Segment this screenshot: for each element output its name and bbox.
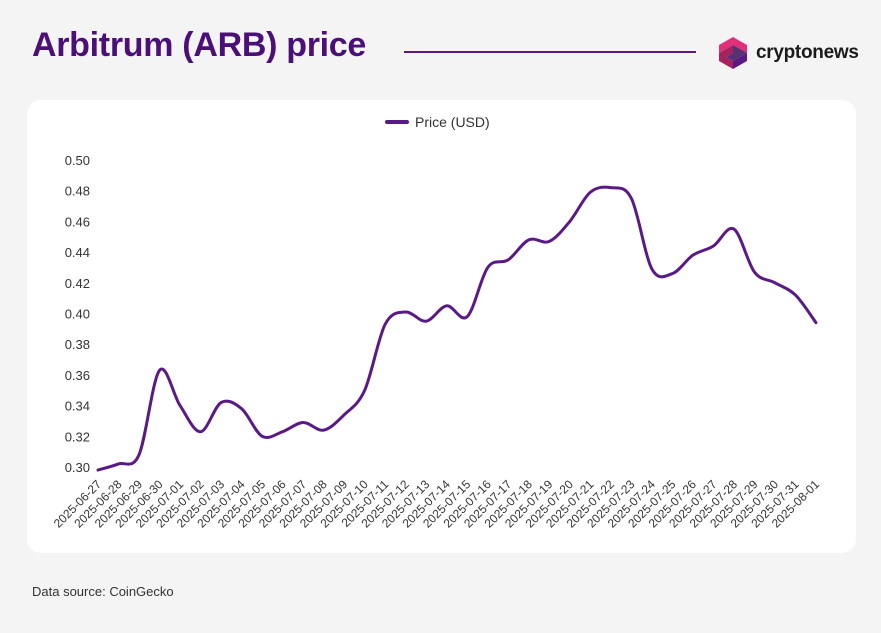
data-point [321, 427, 327, 433]
data-point [362, 387, 368, 393]
y-tick-label: 0.48 [65, 184, 90, 199]
data-point [505, 257, 511, 263]
data-point [526, 237, 532, 243]
data-point [403, 309, 409, 315]
y-tick-label: 0.38 [65, 337, 90, 352]
data-point [136, 452, 142, 458]
data-point [813, 320, 819, 326]
data-point [300, 419, 306, 425]
data-point [259, 433, 265, 439]
data-point [546, 238, 552, 244]
y-tick-label: 0.50 [65, 153, 90, 168]
data-point [649, 266, 655, 272]
data-point [567, 218, 573, 224]
price-chart: Price (USD) 0.30 0.32 0.34 0.36 0.38 0.40 0.42… [51, 114, 823, 531]
data-point [444, 303, 450, 309]
chart-card: Price (USD) 0.30 0.32 0.34 0.36 0.38 0.40 0.42… [27, 100, 856, 553]
data-point [710, 243, 716, 249]
data-point [485, 264, 491, 270]
y-tick-label: 0.46 [65, 214, 90, 229]
data-point [464, 314, 470, 320]
brand-name: cryptonews [756, 42, 859, 63]
data-point [772, 280, 778, 286]
y-tick-label: 0.30 [65, 460, 90, 475]
cryptonews-logo-icon [719, 37, 747, 69]
page-title: Arbitrum (ARB) price [32, 26, 367, 64]
legend-label: Price (USD) [415, 114, 490, 130]
data-point [751, 269, 757, 275]
data-point [239, 406, 245, 412]
chart-legend: Price (USD) [385, 114, 490, 130]
data-point [382, 321, 388, 327]
data-point [608, 185, 614, 191]
data-point [423, 318, 429, 324]
data-point [690, 252, 696, 258]
y-tick-label: 0.36 [65, 368, 90, 383]
brand-logo: cryptonews [716, 36, 859, 70]
data-point [218, 400, 224, 406]
data-source: Data source: CoinGecko [32, 584, 174, 599]
price-line [96, 185, 818, 472]
data-point [669, 271, 675, 277]
title-divider [404, 51, 696, 53]
data-point [792, 292, 798, 298]
y-tick-label: 0.34 [65, 399, 90, 414]
data-point [157, 367, 163, 373]
data-point [587, 189, 593, 195]
y-tick-label: 0.32 [65, 429, 90, 444]
data-point [280, 429, 286, 435]
data-point [731, 226, 737, 232]
data-point [177, 403, 183, 409]
data-point [95, 467, 101, 473]
y-tick-label: 0.40 [65, 307, 90, 322]
x-axis: 2025-06-272025-06-282025-06-292025-06-30… [51, 477, 823, 531]
y-tick-label: 0.44 [65, 245, 90, 260]
y-tick-label: 0.42 [65, 276, 90, 291]
data-point [628, 195, 634, 201]
y-axis: 0.30 0.32 0.34 0.36 0.38 0.40 0.42 0.44 0.46 0.48… [65, 153, 90, 475]
data-point [341, 412, 347, 418]
data-point [116, 461, 122, 467]
data-point [198, 429, 204, 435]
